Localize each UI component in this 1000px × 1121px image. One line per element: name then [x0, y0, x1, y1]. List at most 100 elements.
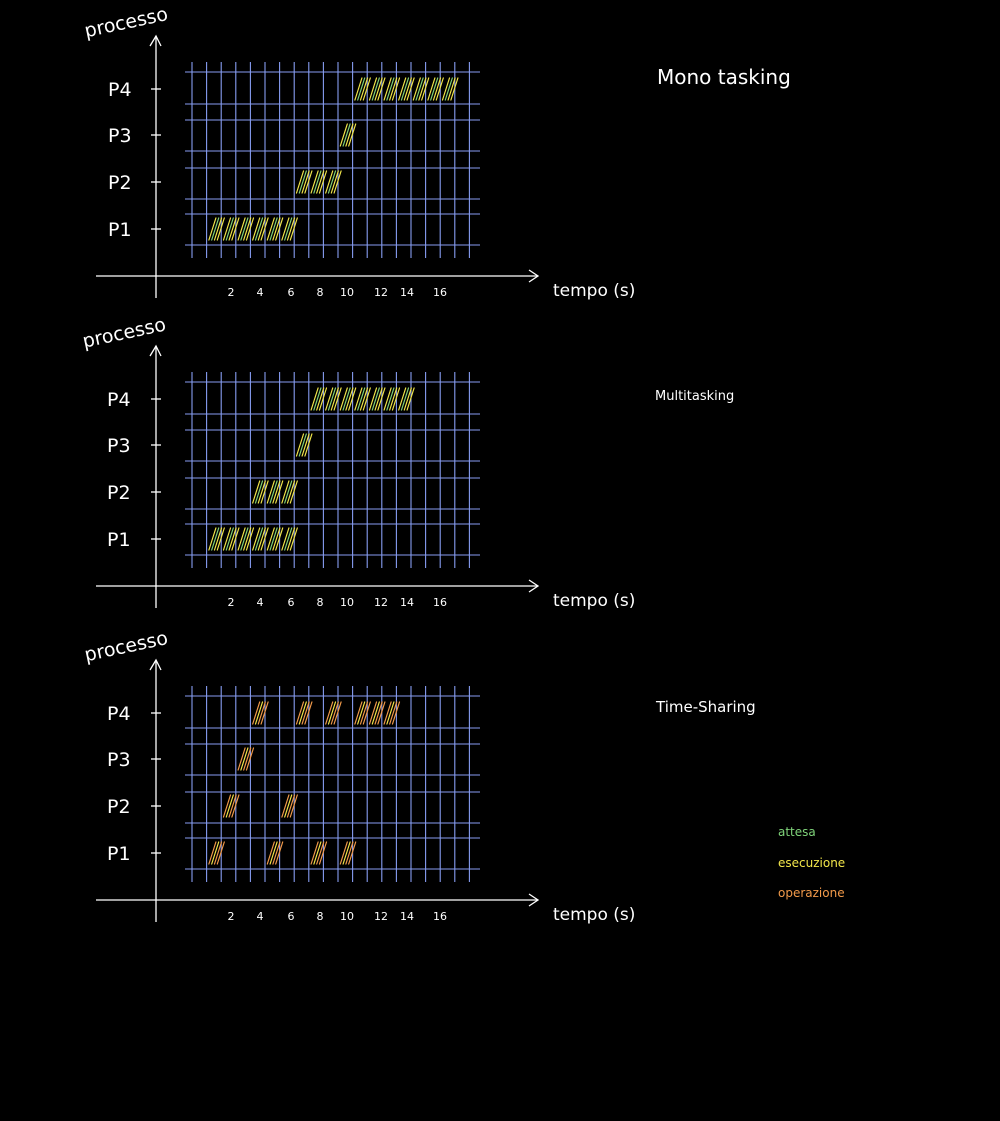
execution-blocks	[208, 387, 415, 551]
execution-block-p4	[368, 77, 386, 101]
hatch-stroke	[383, 387, 392, 411]
hatch-stroke	[298, 701, 307, 725]
hatch-stroke	[272, 841, 281, 865]
process-label-p3: P3	[107, 435, 131, 457]
y-axis-arrow-icon	[149, 344, 162, 357]
hatch-stroke	[243, 747, 252, 771]
x-tick-label: 4	[257, 596, 264, 609]
hatch-stroke	[245, 527, 255, 551]
process-label-p2: P2	[107, 796, 131, 818]
hatch-stroke	[441, 77, 451, 101]
hatch-stroke	[398, 387, 407, 411]
hatch-stroke	[304, 433, 313, 457]
hatch-stroke	[345, 387, 354, 411]
hatch-stroke	[275, 841, 284, 865]
hatch-stroke	[252, 480, 261, 504]
hatch-stroke	[389, 701, 398, 725]
execution-blocks	[208, 77, 459, 241]
execution-block-p4	[368, 387, 386, 411]
hatch-stroke	[243, 217, 252, 241]
execution-block-p1	[237, 527, 255, 551]
execution-block-p1	[266, 217, 284, 241]
hatch-stroke	[313, 387, 322, 411]
execution-block-p4	[383, 701, 401, 725]
hatch-stroke	[231, 217, 240, 241]
hatch-stroke	[211, 841, 220, 865]
hatch-stroke	[327, 170, 337, 194]
x-tick-label: 2	[228, 596, 235, 609]
hatch-stroke	[284, 794, 293, 818]
process-label-p1: P1	[107, 843, 131, 865]
hatch-stroke	[260, 480, 269, 504]
hatch-stroke	[330, 170, 339, 194]
x-tick-label: 14	[400, 910, 414, 923]
x-tick-label: 16	[433, 910, 447, 923]
hatch-stroke	[333, 701, 342, 725]
hatch-stroke	[240, 747, 249, 771]
legend-item-operazione: operazione	[778, 886, 845, 900]
hatch-stroke	[260, 217, 269, 241]
execution-block-p1	[237, 217, 255, 241]
hatch-stroke	[383, 77, 392, 101]
hatch-stroke	[298, 433, 307, 457]
x-tick-label: 14	[400, 286, 414, 299]
hatch-stroke	[316, 841, 325, 865]
hatch-stroke	[266, 527, 275, 551]
hatch-stroke	[304, 170, 313, 194]
hatch-stroke	[222, 217, 232, 241]
hatch-stroke	[389, 387, 398, 411]
hatch-stroke	[284, 480, 293, 504]
x-axis-label: tempo (s)	[553, 591, 635, 611]
hatch-stroke	[427, 77, 436, 101]
hatch-stroke	[266, 217, 275, 241]
hatch-stroke	[316, 170, 325, 194]
execution-block-p4	[441, 77, 459, 101]
x-axis-label: tempo (s)	[553, 905, 635, 925]
hatch-stroke	[406, 77, 415, 101]
hatch-stroke	[318, 841, 328, 865]
hatch-stroke	[289, 480, 298, 504]
hatch-stroke	[330, 387, 339, 411]
execution-block-p2	[281, 480, 298, 504]
hatch-stroke	[374, 77, 383, 101]
execution-block-p4	[398, 77, 415, 101]
legend: attesa esecuzione operazione	[778, 825, 845, 900]
hatch-stroke	[342, 841, 351, 865]
hatch-stroke	[377, 77, 386, 101]
hatch-stroke	[391, 387, 401, 411]
hatch-stroke	[254, 527, 264, 551]
hatch-stroke	[374, 387, 383, 411]
hatch-stroke	[245, 747, 255, 771]
hatch-stroke	[284, 217, 293, 241]
hatch-stroke	[272, 217, 281, 241]
y-axis-arrow-icon	[149, 34, 162, 47]
execution-block-p4	[252, 701, 269, 725]
execution-block-p1	[266, 841, 284, 865]
execution-block-p1	[266, 527, 284, 551]
hatch-stroke	[310, 387, 319, 411]
hatch-stroke	[260, 701, 269, 725]
hatch-stroke	[325, 387, 334, 411]
hatch-stroke	[281, 480, 290, 504]
execution-block-p2	[325, 170, 342, 194]
x-tick-label: 4	[257, 286, 264, 299]
hatch-stroke	[357, 77, 366, 101]
execution-block-p1	[222, 527, 240, 551]
hatch-stroke	[386, 77, 395, 101]
hatch-stroke	[228, 794, 237, 818]
hatch-stroke	[368, 77, 378, 101]
execution-block-p4	[354, 77, 371, 101]
hatch-stroke	[310, 841, 319, 865]
execution-block-p4	[383, 77, 401, 101]
hatch-stroke	[318, 170, 328, 194]
hatch-stroke	[237, 217, 246, 241]
process-label-p3: P3	[108, 125, 132, 147]
hatch-stroke	[304, 701, 313, 725]
hatch-stroke	[325, 701, 334, 725]
hatch-stroke	[275, 527, 284, 551]
x-tick-label: 12	[374, 910, 388, 923]
hatch-stroke	[228, 217, 237, 241]
